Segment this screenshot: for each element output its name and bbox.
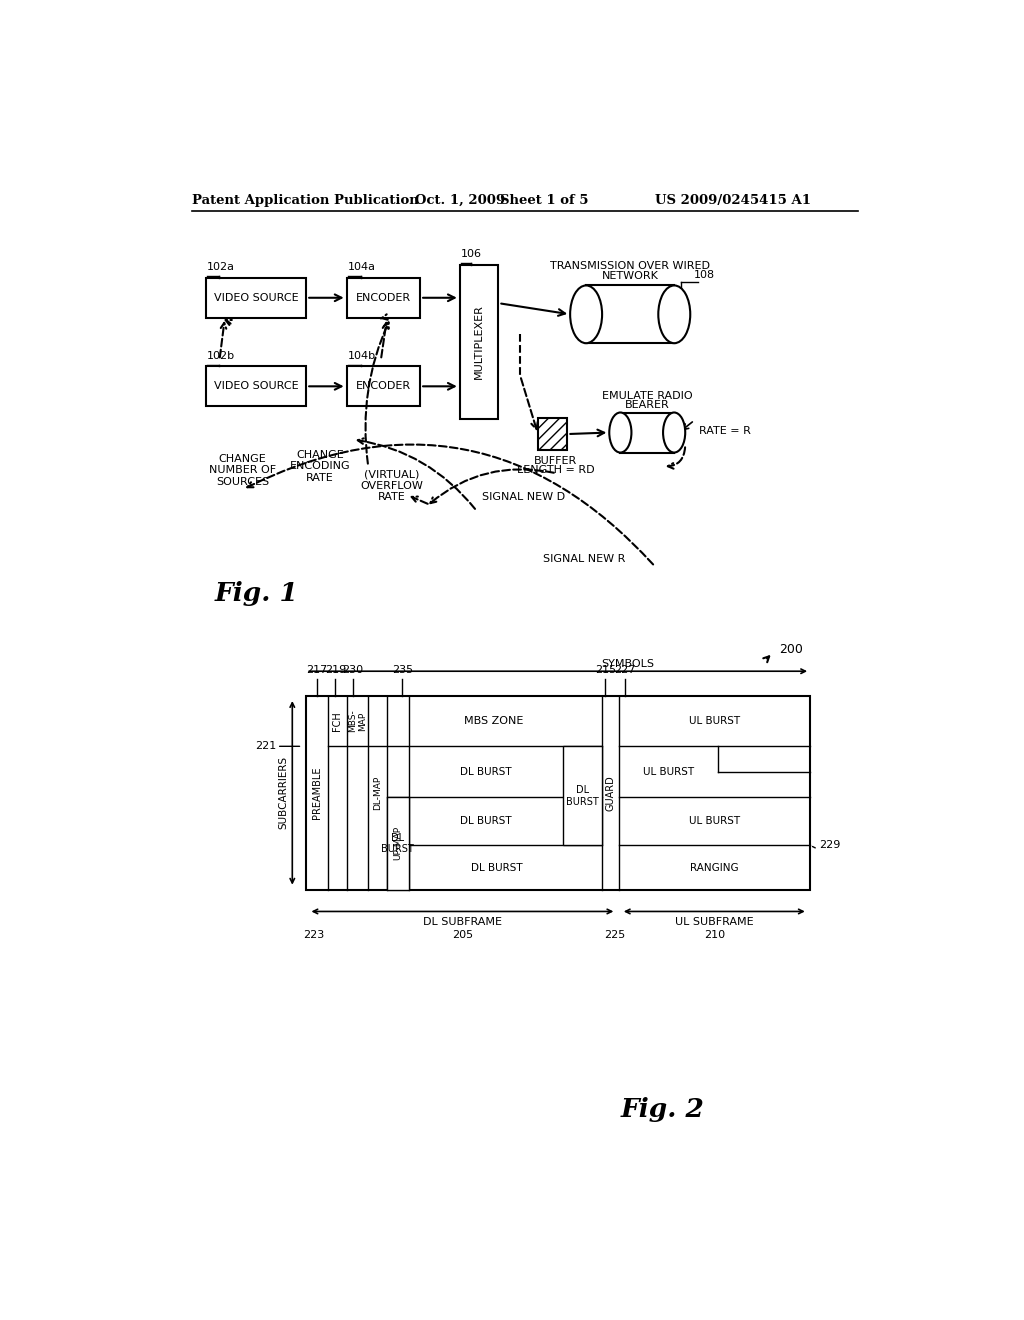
Bar [346, 277, 420, 318]
FancyArrowPatch shape [423, 294, 455, 301]
Text: MBS ZONE: MBS ZONE [464, 715, 523, 726]
Text: Fig. 2: Fig. 2 [621, 1097, 705, 1122]
Text: 221: 221 [255, 742, 276, 751]
Text: EMULATE RADIO: EMULATE RADIO [602, 391, 692, 400]
Text: 102b: 102b [207, 351, 236, 360]
Text: SIGNAL NEW R: SIGNAL NEW R [543, 554, 625, 564]
Text: CHANGE
ENCODING
RATE: CHANGE ENCODING RATE [290, 450, 350, 483]
FancyArrowPatch shape [668, 447, 685, 469]
Bar [387, 797, 409, 890]
FancyArrowPatch shape [247, 445, 653, 565]
Text: 200: 200 [779, 643, 803, 656]
Bar [563, 746, 601, 845]
Text: BUFFER: BUFFER [535, 455, 578, 466]
Text: RATE = R: RATE = R [699, 426, 751, 436]
Text: ENCODER: ENCODER [355, 381, 411, 391]
FancyArrowPatch shape [381, 314, 388, 319]
Text: 235: 235 [392, 665, 413, 675]
FancyArrowPatch shape [309, 383, 341, 389]
Text: 104b: 104b [348, 351, 376, 360]
Text: 227: 227 [614, 665, 636, 675]
Text: UL BURST: UL BURST [689, 715, 740, 726]
FancyArrowPatch shape [570, 429, 604, 437]
FancyArrowPatch shape [225, 319, 231, 325]
Text: PREAMBLE: PREAMBLE [312, 767, 323, 820]
Text: UL SUBFRAME: UL SUBFRAME [675, 917, 754, 927]
Text: SIGNAL NEW D: SIGNAL NEW D [481, 492, 565, 502]
Bar [460, 264, 499, 418]
Text: DL
BURST: DL BURST [381, 833, 414, 854]
Text: BEARER: BEARER [625, 400, 670, 409]
Bar [206, 367, 306, 407]
Text: UP-MAP: UP-MAP [393, 826, 402, 861]
Text: 229: 229 [819, 841, 841, 850]
Text: SYMBOLS: SYMBOLS [601, 659, 654, 668]
Text: 102a: 102a [207, 261, 236, 272]
Text: 104a: 104a [348, 261, 376, 272]
Text: Patent Application Publication: Patent Application Publication [191, 194, 418, 207]
Bar [538, 418, 567, 450]
Text: DL BURST: DL BURST [460, 816, 511, 826]
Text: DL-MAP: DL-MAP [373, 776, 382, 810]
Bar [306, 696, 810, 890]
FancyArrowPatch shape [366, 322, 389, 463]
Bar [586, 285, 674, 343]
FancyArrowPatch shape [501, 304, 565, 315]
Text: SUBCARRIERS: SUBCARRIERS [278, 756, 288, 829]
Text: UL BURST: UL BURST [643, 767, 694, 776]
Text: Oct. 1, 2009: Oct. 1, 2009 [415, 194, 505, 207]
Ellipse shape [570, 285, 602, 343]
Text: CHANGE
NUMBER OF
SOURCES: CHANGE NUMBER OF SOURCES [209, 454, 276, 487]
Text: VIDEO SOURCE: VIDEO SOURCE [214, 381, 298, 391]
Text: 223: 223 [303, 929, 325, 940]
Text: 215: 215 [595, 665, 616, 675]
Text: US 2009/0245415 A1: US 2009/0245415 A1 [655, 194, 811, 207]
Text: FCH: FCH [332, 711, 342, 731]
Text: ENCODER: ENCODER [355, 293, 411, 302]
Text: 106: 106 [461, 249, 482, 259]
Text: 217: 217 [306, 665, 328, 675]
Text: DL
BURST: DL BURST [566, 785, 598, 807]
FancyArrowPatch shape [412, 496, 428, 504]
Bar [621, 413, 674, 453]
Text: MBS-
MAP: MBS- MAP [348, 710, 367, 733]
Ellipse shape [658, 285, 690, 343]
Bar [206, 277, 306, 318]
Text: LENGTH = RD: LENGTH = RD [517, 465, 595, 475]
Text: DL BURST: DL BURST [460, 767, 511, 776]
Text: RANGING: RANGING [690, 862, 738, 873]
FancyArrowPatch shape [357, 438, 475, 510]
FancyArrowPatch shape [521, 379, 538, 429]
Bar [346, 367, 420, 407]
Text: DL BURST: DL BURST [471, 862, 523, 873]
FancyArrowPatch shape [309, 294, 341, 301]
Text: UL BURST: UL BURST [689, 816, 740, 826]
Text: TRANSMISSION OVER WIRED: TRANSMISSION OVER WIRED [550, 261, 711, 271]
Text: GUARD: GUARD [605, 775, 615, 810]
FancyArrowPatch shape [423, 383, 455, 389]
Text: 108: 108 [694, 269, 715, 280]
Text: MULTIPLEXER: MULTIPLEXER [474, 304, 484, 379]
Text: (VIRTUAL)
OVERFLOW
RATE: (VIRTUAL) OVERFLOW RATE [360, 469, 423, 502]
Text: 205: 205 [452, 929, 473, 940]
Text: NETWORK: NETWORK [602, 271, 658, 281]
Text: 225: 225 [604, 929, 626, 940]
Text: 210: 210 [703, 929, 725, 940]
Text: VIDEO SOURCE: VIDEO SOURCE [214, 293, 298, 302]
FancyArrowPatch shape [430, 470, 554, 503]
Text: 219: 219 [325, 665, 346, 675]
Ellipse shape [609, 413, 632, 453]
Text: Fig. 1: Fig. 1 [215, 581, 299, 606]
Text: Sheet 1 of 5: Sheet 1 of 5 [500, 194, 589, 207]
Ellipse shape [664, 413, 685, 453]
Text: DL SUBFRAME: DL SUBFRAME [423, 917, 502, 927]
Text: 230: 230 [342, 665, 364, 675]
